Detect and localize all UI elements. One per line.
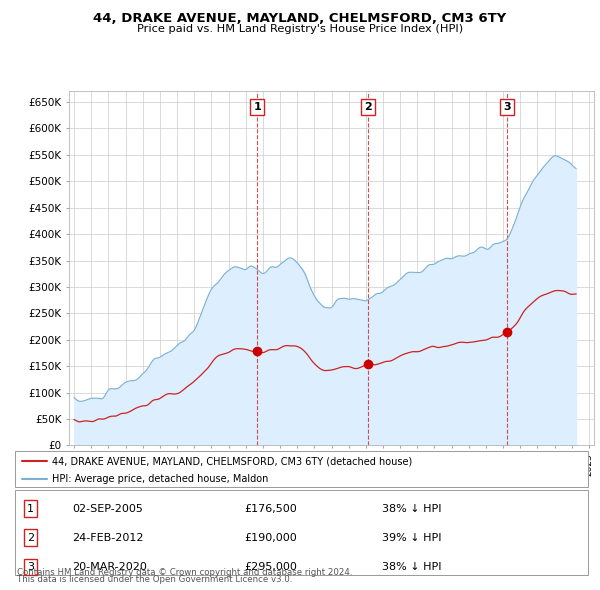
FancyBboxPatch shape (15, 451, 588, 487)
Text: £176,500: £176,500 (244, 503, 297, 513)
Text: 3: 3 (503, 103, 511, 112)
Text: 44, DRAKE AVENUE, MAYLAND, CHELMSFORD, CM3 6TY (detached house): 44, DRAKE AVENUE, MAYLAND, CHELMSFORD, C… (52, 456, 412, 466)
Text: 3: 3 (27, 562, 34, 572)
Text: This data is licensed under the Open Government Licence v3.0.: This data is licensed under the Open Gov… (17, 575, 292, 584)
Text: 1: 1 (27, 503, 34, 513)
Text: 24-FEB-2012: 24-FEB-2012 (73, 533, 144, 543)
FancyBboxPatch shape (15, 490, 588, 575)
Text: £295,000: £295,000 (244, 562, 297, 572)
Text: Contains HM Land Registry data © Crown copyright and database right 2024.: Contains HM Land Registry data © Crown c… (17, 568, 352, 577)
Text: 38% ↓ HPI: 38% ↓ HPI (382, 562, 441, 572)
Text: HPI: Average price, detached house, Maldon: HPI: Average price, detached house, Mald… (52, 474, 269, 484)
Text: 38% ↓ HPI: 38% ↓ HPI (382, 503, 441, 513)
Text: 44, DRAKE AVENUE, MAYLAND, CHELMSFORD, CM3 6TY: 44, DRAKE AVENUE, MAYLAND, CHELMSFORD, C… (94, 12, 506, 25)
Text: 1: 1 (253, 103, 261, 112)
Text: 20-MAR-2020: 20-MAR-2020 (73, 562, 147, 572)
Text: 39% ↓ HPI: 39% ↓ HPI (382, 533, 441, 543)
Text: 02-SEP-2005: 02-SEP-2005 (73, 503, 143, 513)
Text: £190,000: £190,000 (244, 533, 297, 543)
Text: 2: 2 (364, 103, 372, 112)
Text: Price paid vs. HM Land Registry's House Price Index (HPI): Price paid vs. HM Land Registry's House … (137, 24, 463, 34)
Text: 2: 2 (27, 533, 34, 543)
